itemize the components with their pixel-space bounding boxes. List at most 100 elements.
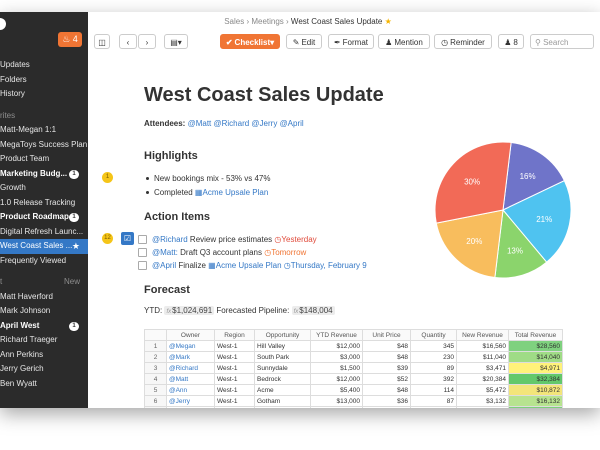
table-cell[interactable]: West-1	[214, 373, 255, 385]
sidebar-item[interactable]: Updates	[0, 58, 88, 73]
sidebar-item[interactable]: Product Team	[0, 152, 88, 167]
table-cell[interactable]: $5,472	[456, 384, 509, 396]
column-header[interactable]: Opportunity	[254, 329, 311, 341]
view-menu-button[interactable]: ▤▾	[164, 34, 188, 49]
pie-slice[interactable]	[502, 141, 566, 211]
reminder-button[interactable]: ◷ Reminder	[434, 34, 492, 49]
mention-matt[interactable]: @Matt:	[152, 248, 178, 257]
acme-upsale-plan-link[interactable]: Acme Upsale Plan	[215, 261, 282, 270]
breadcrumb-meetings[interactable]: Meetings	[251, 17, 284, 26]
table-cell[interactable]: $12,575	[310, 406, 363, 408]
table-cell[interactable]: $1,500	[310, 362, 363, 374]
table-cell[interactable]: $10,872	[508, 384, 563, 396]
table-cell[interactable]: $3,471	[456, 362, 509, 374]
table-cell[interactable]: Pawnee	[254, 406, 311, 408]
checklist-item[interactable]: @Matt: Draft Q3 account plans ◷Tomorrow	[137, 248, 307, 257]
format-button[interactable]: ✒ Format	[328, 34, 374, 49]
pie-slice[interactable]	[502, 180, 572, 263]
table-cell[interactable]: $48	[362, 351, 411, 363]
mention-richard[interactable]: @Richard	[213, 119, 250, 128]
mention-button[interactable]: ♟ Mention	[378, 34, 430, 49]
mention-jerry[interactable]: @Jerry	[251, 119, 278, 128]
back-button[interactable]: ‹	[119, 34, 137, 49]
members-button[interactable]: ♟ 8	[498, 34, 524, 49]
table-cell[interactable]: $32,384	[508, 373, 563, 385]
table-cell[interactable]: West-1	[214, 395, 255, 407]
table-cell[interactable]: Sunnydale	[254, 362, 311, 374]
table-cell[interactable]: $3,000	[310, 351, 363, 363]
pie-slice[interactable]	[434, 141, 512, 224]
table-cell[interactable]: $65	[362, 406, 411, 408]
sidebar-item[interactable]: Matt Haverford	[0, 290, 88, 305]
sidebar-item[interactable]: Jerry Gerich	[0, 362, 88, 377]
notifications-button[interactable]: ♨ 4	[58, 32, 82, 47]
sidebar-item[interactable]: Richard Traeger	[0, 333, 88, 348]
table-cell[interactable]: $28,470	[456, 406, 509, 408]
sidebar-item[interactable]: History	[0, 87, 88, 102]
breadcrumb-sales[interactable]: Sales	[224, 17, 245, 26]
table-cell[interactable]: West-1	[214, 362, 255, 374]
table-cell[interactable]: $16,560	[456, 340, 509, 352]
table-cell[interactable]: $28,560	[508, 340, 563, 352]
due-date[interactable]: Thursday, February 9	[290, 261, 367, 270]
table-cell[interactable]: $12,000	[310, 373, 363, 385]
table-cell[interactable]: 438	[410, 406, 457, 408]
table-cell[interactable]: @Jerry	[166, 395, 215, 407]
column-header[interactable]: Region	[214, 329, 255, 341]
new-button[interactable]: New	[63, 277, 80, 286]
table-cell[interactable]: @Mark	[166, 351, 215, 363]
pie-slice[interactable]	[494, 208, 548, 279]
column-header[interactable]: Quantity	[410, 329, 457, 341]
checklist-item[interactable]: @April Finalize ▦Acme Upsale Plan ◷Thurs…	[138, 261, 367, 270]
sidebar-item[interactable]: Marketing Budg... 1	[0, 167, 88, 182]
sidebar-item[interactable]: Digital Refresh Launc...	[0, 225, 88, 240]
acme-upsale-plan-link[interactable]: Acme Upsale Plan	[202, 188, 269, 197]
due-date[interactable]: Yesterday	[281, 235, 317, 244]
column-header[interactable]: Total Revenue	[508, 329, 563, 341]
table-cell[interactable]: Bedrock	[254, 373, 311, 385]
table-cell[interactable]: $20,384	[456, 373, 509, 385]
table-cell[interactable]: @Matt	[166, 373, 215, 385]
column-header[interactable]: Unit Price	[362, 329, 411, 341]
sidebar-item[interactable]: Folders	[0, 73, 88, 88]
sidebar-toggle-button[interactable]: ◫	[94, 34, 110, 49]
table-cell[interactable]: $13,000	[310, 395, 363, 407]
pie-slice[interactable]	[435, 209, 504, 279]
table-cell[interactable]: 114	[410, 384, 457, 396]
table-cell[interactable]: $12,000	[310, 340, 363, 352]
due-date[interactable]: Tomorrow	[271, 248, 307, 257]
mention-richard[interactable]: @Richard	[152, 235, 188, 244]
table-cell[interactable]: $36	[362, 395, 411, 407]
table-cell[interactable]: 392	[410, 373, 457, 385]
sidebar-item[interactable]: April West 1	[0, 319, 88, 334]
table-cell[interactable]: 345	[410, 340, 457, 352]
ytd-formula[interactable]: fx$1,024,691	[164, 306, 215, 315]
table-cell[interactable]: $4,971	[508, 362, 563, 374]
table-cell[interactable]: West-1	[214, 351, 255, 363]
table-cell[interactable]: $11,040	[456, 351, 509, 363]
table-cell[interactable]: 89	[410, 362, 457, 374]
table-cell[interactable]: 230	[410, 351, 457, 363]
avatar[interactable]	[0, 18, 6, 30]
checklist-item[interactable]: @Richard Review price estimates ◷Yesterd…	[138, 235, 317, 244]
sidebar-item[interactable]: Product Roadmap 1	[0, 210, 88, 225]
sidebar-item[interactable]: Frequently Viewed	[0, 254, 88, 269]
column-header[interactable]: YTD Revenue	[310, 329, 363, 341]
table-cell[interactable]: @Richard	[166, 362, 215, 374]
pipeline-formula[interactable]: fx$148,004	[291, 306, 335, 315]
column-header[interactable]: New Revenue	[456, 329, 509, 341]
table-cell[interactable]: Gotham	[254, 395, 311, 407]
mention-april[interactable]: @April	[279, 119, 304, 128]
table-cell[interactable]: Acme	[254, 384, 311, 396]
table-cell[interactable]: @April	[166, 406, 215, 408]
sidebar-item[interactable]: Growth	[0, 181, 88, 196]
task-marker-icon[interactable]: ☑	[121, 232, 134, 245]
mention-april[interactable]: @April	[152, 261, 177, 270]
column-header[interactable]: Owner	[166, 329, 215, 341]
table-cell[interactable]: Hill Valley	[254, 340, 311, 352]
mention-matt[interactable]: @Matt	[187, 119, 212, 128]
edit-button[interactable]: ✎ Edit	[286, 34, 322, 49]
table-cell[interactable]: $5,400	[310, 384, 363, 396]
table-cell[interactable]: $41,045	[508, 406, 563, 408]
star-icon[interactable]: ★	[71, 241, 80, 251]
